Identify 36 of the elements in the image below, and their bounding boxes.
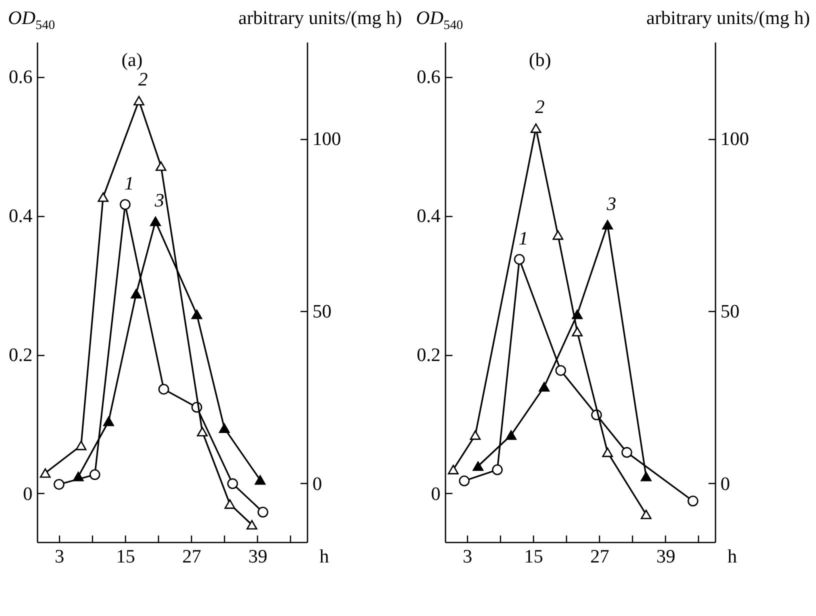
series-label: 2 xyxy=(138,70,148,91)
y-axis-title: OD$_{540}$ xyxy=(416,8,463,33)
y-tick-label: 0 xyxy=(431,484,440,505)
series-label: 1 xyxy=(124,174,134,194)
y-tick-label: 0.4 xyxy=(8,206,33,228)
x-tick-label: 15 xyxy=(524,546,544,568)
x-tick-label: 15 xyxy=(116,546,136,568)
y2-tick-label: 100 xyxy=(720,129,749,150)
y2-tick-label: 100 xyxy=(312,129,341,150)
x-axis-title: h xyxy=(320,546,330,568)
y2-axis-title: arbitrary units/(mg h) xyxy=(238,8,402,30)
series-label: 3 xyxy=(606,194,616,215)
series-label: 3 xyxy=(154,190,164,212)
x-tick-label: 3 xyxy=(462,546,472,568)
x-tick-label: 27 xyxy=(590,546,610,568)
x-tick-label: 3 xyxy=(54,546,64,568)
y-axis-title: OD$_{540}$ xyxy=(8,8,55,33)
y-tick-label: 0.6 xyxy=(8,67,32,88)
y2-tick-label: 50 xyxy=(720,301,740,322)
y-tick-label: 0 xyxy=(23,484,32,505)
y2-axis-title: arbitrary units/(mg h) xyxy=(646,8,810,30)
y2-tick-label: 0 xyxy=(720,474,730,495)
x-tick-label: 27 xyxy=(182,546,202,568)
y-tick-label: 0.6 xyxy=(416,67,440,88)
y2-tick-label: 50 xyxy=(312,301,332,322)
x-tick-label: 39 xyxy=(656,546,676,568)
chart-title: (b) xyxy=(528,50,552,71)
y-tick-label: 0.4 xyxy=(416,206,441,228)
series-label: 2 xyxy=(535,97,546,118)
y2-tick-label: 0 xyxy=(312,474,322,495)
series-label: 1 xyxy=(518,228,528,250)
y-tick-label: 0.2 xyxy=(416,345,440,366)
x-tick-label: 39 xyxy=(248,546,268,568)
x-axis-title: h xyxy=(728,546,738,568)
y-tick-label: 0.2 xyxy=(8,345,32,366)
chart-title: (a) xyxy=(121,50,143,71)
